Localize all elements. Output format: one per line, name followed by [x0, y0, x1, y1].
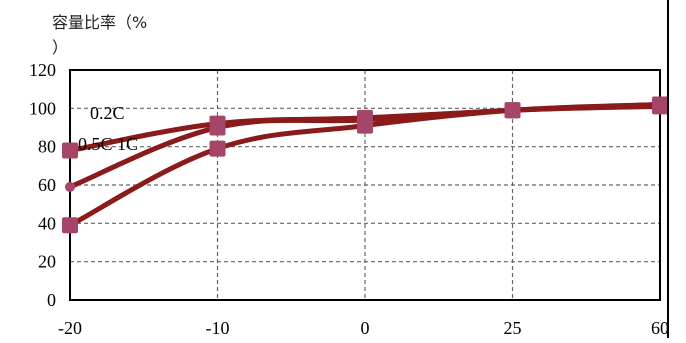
y-tick-label-60: 60: [38, 175, 56, 195]
marker-0-5C-1: [209, 119, 226, 136]
y-tick-label-20: 20: [38, 252, 56, 272]
x-tick-labels: -20 -10 0 25 60: [58, 318, 669, 338]
y-tick-labels: 0 20 40 60 80 100 120: [29, 60, 56, 310]
y-axis-label-line-2: ）: [52, 38, 68, 57]
x-tick-label-4: 60: [651, 318, 669, 338]
marker-0-5C-0: [65, 181, 75, 192]
gridlines: [70, 70, 660, 300]
x-tick-label-3: 25: [504, 318, 522, 338]
marker-1C-2: [357, 117, 373, 134]
marker-0-2C-0: [62, 142, 78, 159]
y-tick-label-100: 100: [29, 98, 56, 118]
marker-1C-0: [62, 217, 78, 234]
x-tick-label-0: -20: [58, 318, 82, 338]
series-label-0-2c: 0.2C: [90, 103, 125, 123]
y-tick-label-120: 120: [29, 60, 56, 80]
y-tick-label-80: 80: [38, 137, 56, 157]
x-tick-label-1: -10: [206, 318, 230, 338]
y-tick-label-0: 0: [47, 290, 56, 310]
marker-1C-3: [504, 102, 521, 119]
marker-1C-4: [652, 96, 668, 113]
x-tick-label-2: 0: [361, 318, 370, 338]
y-axis-label-line-1: 容量比率（%: [52, 13, 147, 32]
series-markers: [62, 96, 668, 234]
marker-1C-1: [209, 140, 226, 157]
y-tick-label-40: 40: [38, 213, 56, 233]
series-label-0-5c-1c: 0.5C 1C: [78, 134, 138, 154]
